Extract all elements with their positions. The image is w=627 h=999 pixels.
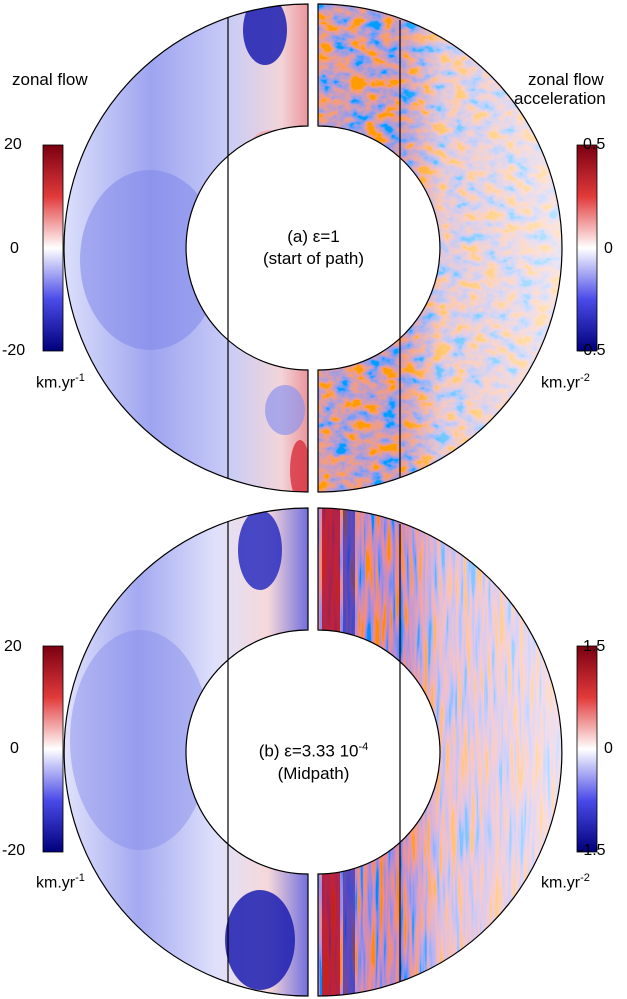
panel-b-right-colorbar [576, 645, 598, 853]
panel-a-right-cbar-max: 0.5 [583, 136, 606, 153]
panel-a-right-cbar-unit: km.yr-2 [541, 372, 590, 392]
panel-b-right-cbar-min: -1.5 [578, 842, 606, 859]
panel-b-left-cbar-mid: 0 [10, 740, 19, 757]
panel-b-left-colorbar [42, 645, 64, 853]
panel-a-left-cbar-max: 20 [4, 136, 22, 153]
panel-b-left-cbar-max: 20 [4, 638, 22, 655]
panel-a-left-title: zonal flow [12, 70, 88, 89]
panel-a-left-cbar-mid: 0 [10, 240, 19, 257]
panel-a-right-title-line2: acceleration [514, 89, 606, 108]
panel-a-right-title-line1: zonal flow [528, 70, 604, 89]
panel-a-label: (a) ε=1 (start of path) [262, 227, 365, 268]
panel-a-right-cbar-mid: 0 [604, 240, 613, 257]
panel-a-left-colorbar [42, 144, 64, 352]
panel-a-left-cbar-min: -20 [2, 342, 26, 359]
panel-a-right-colorbar [576, 144, 598, 352]
panel-b-outline [63, 507, 563, 997]
panel-b-right-cbar-unit: km.yr-2 [541, 872, 590, 892]
panel-a-right-cbar-min: -0.5 [578, 342, 606, 359]
panel-a-outline [63, 3, 563, 493]
panel-b-right-cbar-mid: 0 [604, 740, 613, 757]
panel-b-right-cbar-max: 1.5 [583, 638, 606, 655]
panel-a-left-cbar-unit: km.yr-1 [36, 372, 85, 392]
panel-b-left-cbar-min: -20 [2, 842, 26, 859]
panel-b-label: (b) ε=3.33 10-4 (Midpath) [258, 741, 369, 783]
panel-b-left-cbar-unit: km.yr-1 [36, 872, 85, 892]
